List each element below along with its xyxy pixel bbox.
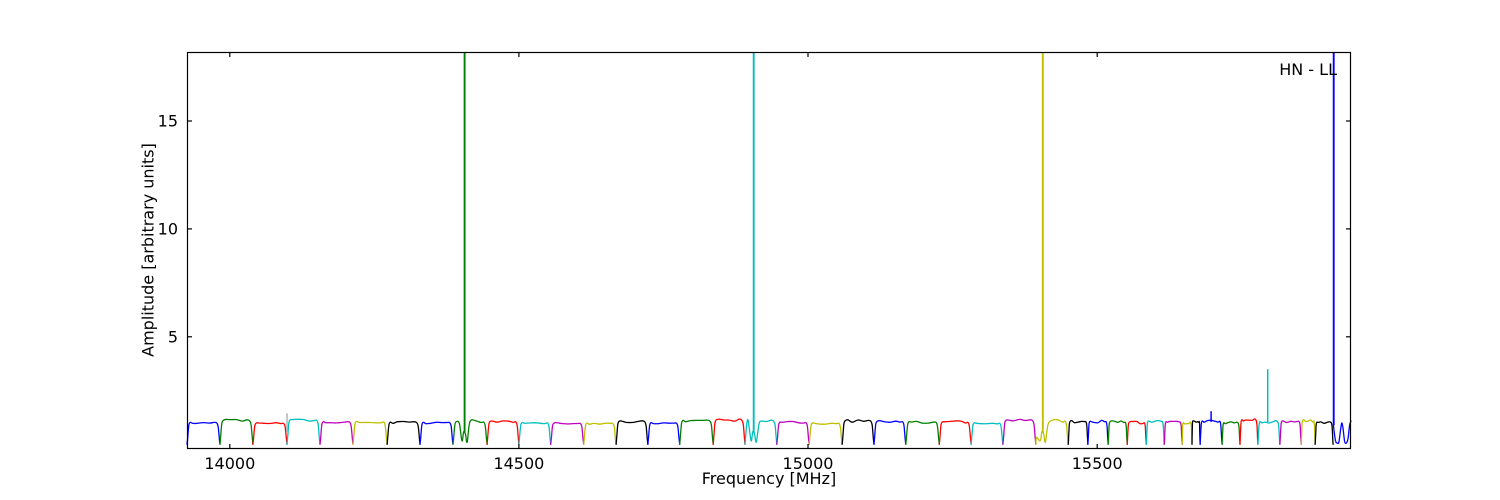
subband-trace <box>776 420 810 445</box>
subband-trace <box>808 422 843 445</box>
subband-trace <box>1257 420 1281 445</box>
x-tick-label: 15500 <box>1072 454 1123 473</box>
subband-trace <box>286 418 321 445</box>
subband-trace <box>1087 419 1109 445</box>
subband-trace <box>1221 421 1241 445</box>
subband-trace <box>873 420 907 445</box>
subband-trace <box>583 422 617 445</box>
subband-trace <box>319 421 354 445</box>
x-axis-label: Frequency [MHz] <box>701 469 837 488</box>
subband-trace <box>252 422 288 445</box>
subband-trace <box>679 419 714 445</box>
subband-trace <box>1035 418 1069 445</box>
y-tick-label: 15 <box>158 112 178 131</box>
subband-trace <box>452 419 488 445</box>
subband-trace <box>1181 421 1193 445</box>
subband-trace <box>1126 420 1147 445</box>
subband-trace <box>219 418 254 445</box>
subband-trace <box>1163 420 1183 445</box>
x-tick-label: 14000 <box>204 454 255 473</box>
subband-trace <box>712 418 746 445</box>
y-tick-label: 5 <box>168 327 178 346</box>
subband-trace <box>841 419 875 445</box>
subband-trace <box>1314 421 1334 445</box>
x-tick-label: 15000 <box>783 454 834 473</box>
subband-trace <box>1067 419 1089 445</box>
subband-trace <box>1002 418 1037 445</box>
subband-trace <box>1332 420 1352 445</box>
subband-trace <box>352 420 388 445</box>
x-tick-label: 14500 <box>493 454 544 473</box>
subband-trace <box>1145 419 1165 445</box>
subband-trace <box>186 421 221 445</box>
subband-trace <box>486 420 520 445</box>
subband-trace <box>386 420 421 445</box>
subband-trace <box>518 421 552 445</box>
subband-trace <box>1199 419 1223 445</box>
subband-trace <box>1300 418 1316 445</box>
y-axis-label: Amplitude [arbitrary units] <box>138 143 158 357</box>
subband-trace <box>744 418 778 445</box>
subband-trace <box>615 420 649 445</box>
axes-frame <box>186 51 1352 450</box>
subband-trace <box>1107 420 1128 445</box>
subband-trace <box>550 421 585 445</box>
subband-trace <box>938 420 972 445</box>
y-tick-label: 10 <box>158 219 178 238</box>
subband-trace <box>647 422 681 445</box>
subband-trace <box>1239 418 1259 445</box>
subband-trace <box>1279 420 1302 445</box>
subband-trace <box>1191 420 1201 445</box>
subband-trace <box>970 422 1004 445</box>
subband-trace <box>905 420 940 445</box>
subband-trace <box>419 421 454 445</box>
baseline-pair-label: HN - LL <box>1279 60 1337 79</box>
